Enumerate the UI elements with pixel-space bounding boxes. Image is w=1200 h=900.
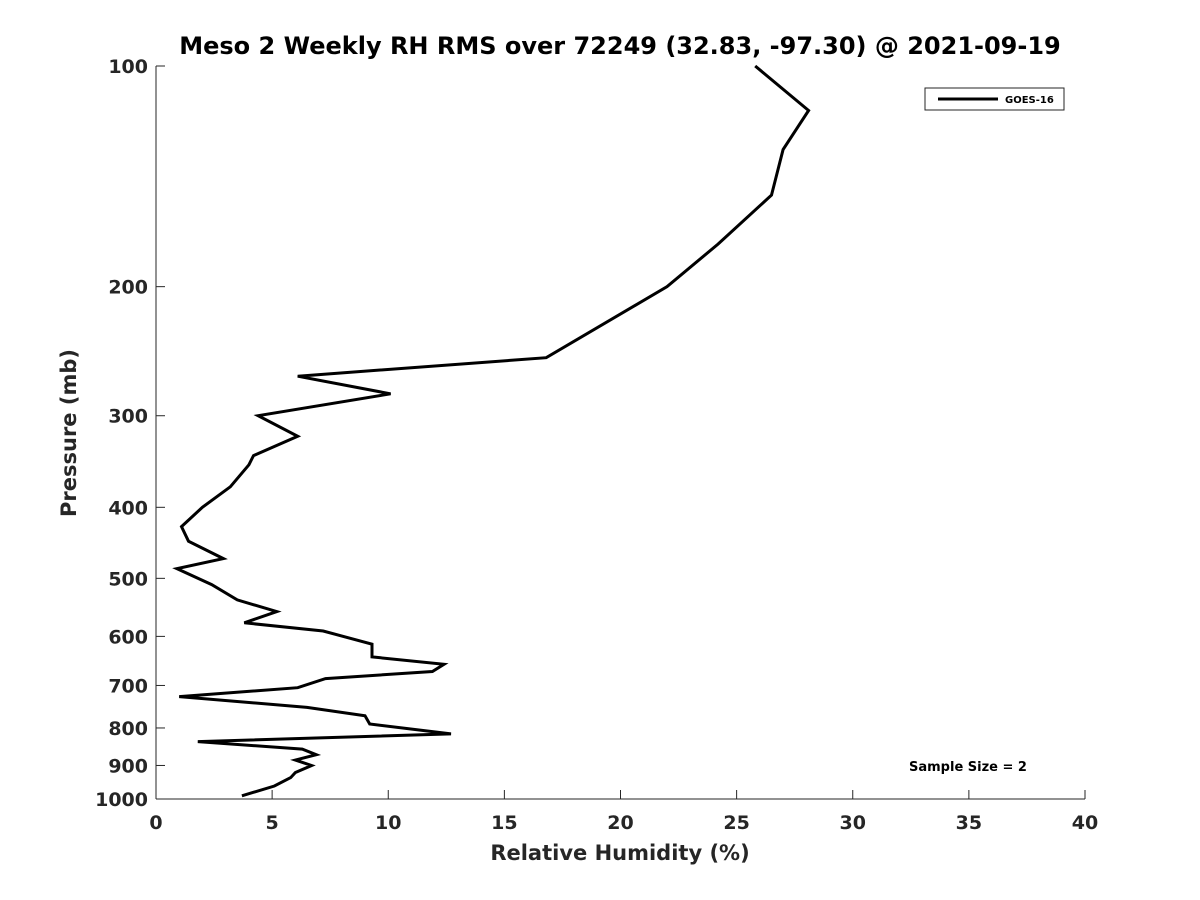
plot-area: 0 5 10 15 20 25 30 35 40 100 200 300 400 500 600 700 80… [95, 56, 1098, 834]
y-tick-label: 700 [108, 675, 148, 697]
legend-label-goes-16: GOES-16 [1005, 95, 1054, 106]
y-tick-label: 600 [108, 626, 148, 648]
x-tick-label: 20 [607, 812, 633, 834]
x-tick-label: 15 [491, 812, 517, 834]
sample-size-annotation: Sample Size = 2 [909, 760, 1027, 775]
y-tick-label: 100 [108, 56, 148, 78]
chart-title: Meso 2 Weekly RH RMS over 72249 (32.83, … [179, 32, 1061, 60]
y-axis-ticks: 100 200 300 400 500 600 700 800 900 1000 [95, 56, 165, 811]
x-tick-label: 0 [149, 812, 162, 834]
series-layer [172, 64, 811, 798]
y-tick-label: 1000 [95, 789, 148, 811]
x-tick-label: 30 [840, 812, 866, 834]
x-tick-label: 10 [375, 812, 401, 834]
y-tick-label: 800 [108, 718, 148, 740]
x-axis-ticks: 0 5 10 15 20 25 30 35 40 [149, 790, 1098, 834]
x-axis-label: Relative Humidity (%) [490, 841, 749, 865]
legend: GOES-16 [924, 87, 1065, 111]
y-tick-label: 500 [108, 568, 148, 590]
y-tick-label: 300 [108, 406, 148, 428]
series-line-goes-16 [172, 64, 811, 798]
x-tick-label: 40 [1072, 812, 1098, 834]
x-tick-label: 5 [266, 812, 279, 834]
y-tick-label: 900 [108, 755, 148, 777]
y-tick-label: 200 [108, 277, 148, 299]
y-tick-label: 400 [108, 497, 148, 519]
x-tick-label: 35 [956, 812, 982, 834]
y-axis-label: Pressure (mb) [57, 349, 81, 517]
x-tick-label: 25 [723, 812, 749, 834]
